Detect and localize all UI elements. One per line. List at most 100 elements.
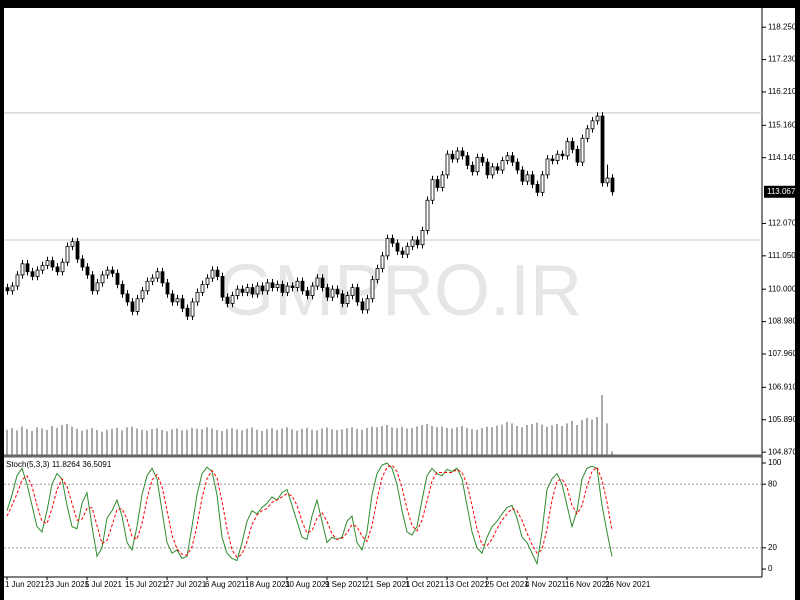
candle-body	[565, 141, 570, 157]
candle-body	[590, 120, 595, 130]
indicator-title: Stoch(5,3,3) 11.8264 36.5091	[6, 460, 112, 469]
candle-body	[450, 153, 455, 160]
candle-body	[575, 149, 580, 163]
candle-body	[330, 288, 335, 298]
candle-body	[315, 277, 320, 287]
candle-body	[25, 263, 30, 273]
candle-body	[370, 279, 375, 300]
y-tick-label: 104.870	[768, 447, 797, 456]
candle-body	[170, 293, 175, 303]
candle-body	[285, 285, 290, 293]
candle-body	[5, 287, 10, 292]
candle-body	[600, 115, 605, 184]
candle-body	[135, 298, 140, 312]
candle-body	[420, 230, 425, 246]
indicator-signal-value: 36.5091	[82, 460, 111, 469]
candle-body	[510, 155, 515, 163]
candle-body	[515, 161, 520, 171]
candle-body	[410, 239, 415, 247]
candle-body	[130, 301, 135, 312]
candle-body	[230, 295, 235, 304]
candle-body	[60, 261, 65, 273]
candle-body	[215, 269, 220, 277]
candle-body	[550, 158, 555, 161]
candle-body	[405, 245, 410, 255]
candle-body	[30, 271, 35, 277]
candle-body	[555, 153, 560, 161]
candle-body	[10, 285, 15, 292]
candle-body	[585, 128, 590, 139]
candle-body	[40, 264, 45, 271]
candle-body	[435, 179, 440, 188]
x-tick-label: 6 Aug 2021	[205, 580, 246, 589]
y-tick-label: 112.070	[768, 219, 797, 228]
candle-body	[80, 258, 85, 268]
candle-body	[310, 285, 315, 296]
candle-body	[500, 160, 505, 171]
candle-body	[160, 271, 165, 284]
candle-body	[325, 287, 330, 298]
y-tick-label: 110.000	[768, 284, 797, 293]
x-tick-label: 9 Sep 2021	[325, 580, 366, 589]
candle-body	[390, 237, 395, 244]
candle-body	[190, 301, 195, 317]
candle-body	[425, 199, 430, 231]
candle-body	[70, 241, 75, 247]
candle-body	[185, 307, 190, 317]
x-tick-label: 13 Oct 2021	[445, 580, 489, 589]
candle-body	[530, 174, 535, 185]
watermark: GMPRO.IR	[218, 251, 582, 331]
candle-body	[560, 153, 565, 157]
candle-body	[205, 277, 210, 285]
x-tick-label: 15 Jul 2021	[125, 580, 167, 589]
candle-body	[535, 183, 540, 193]
candle-body	[195, 291, 200, 303]
candle-body	[505, 155, 510, 161]
candle-body	[265, 282, 270, 292]
y-tick-label: 105.890	[768, 415, 797, 424]
candle-body	[465, 155, 470, 166]
x-tick-label: 18 Aug 2021	[245, 580, 290, 589]
y-tick-label: 107.960	[768, 349, 797, 358]
candle-body	[180, 298, 185, 309]
candle-body	[245, 287, 250, 293]
y-tick-label: 111.050	[768, 251, 796, 260]
candle-body	[355, 287, 360, 303]
y-tick-label: 118.250	[768, 22, 797, 31]
candle-body	[210, 269, 215, 279]
current-price-label: 113.067	[767, 187, 796, 196]
candle-body	[460, 150, 465, 157]
candle-body	[35, 269, 40, 277]
candle-body	[320, 277, 325, 289]
candle-body	[480, 156, 485, 163]
x-tick-label: 30 Aug 2021	[285, 580, 330, 589]
candle-body	[85, 266, 90, 276]
candle-body	[220, 276, 225, 298]
x-tick-label: 1 Oct 2021	[405, 580, 445, 589]
candle-body	[235, 288, 240, 296]
candle-body	[400, 250, 405, 255]
candle-body	[140, 290, 145, 300]
x-tick-label: 27 Jul 2021	[165, 580, 207, 589]
y-tick-label: 117.230	[768, 55, 797, 64]
candle-body	[280, 284, 285, 293]
candle-body	[395, 242, 400, 252]
candle-body	[15, 274, 20, 287]
candle-body	[540, 174, 545, 193]
candle-body	[345, 295, 350, 304]
current-price-box	[764, 185, 798, 198]
y-tick-label: 0	[768, 564, 773, 573]
candle-body	[440, 174, 445, 188]
y-tick-label: 100	[768, 458, 782, 467]
candle-body	[335, 288, 340, 295]
candle-body	[255, 285, 260, 295]
candle-body	[75, 241, 80, 260]
x-tick-label: 1 Jun 2021	[5, 580, 45, 589]
candle-body	[375, 268, 380, 281]
candle-body	[55, 266, 60, 273]
candle-body	[605, 177, 610, 184]
candle-body	[290, 285, 295, 289]
stochastic-line	[6, 464, 613, 559]
x-tick-label: 26 Nov 2021	[605, 580, 651, 589]
